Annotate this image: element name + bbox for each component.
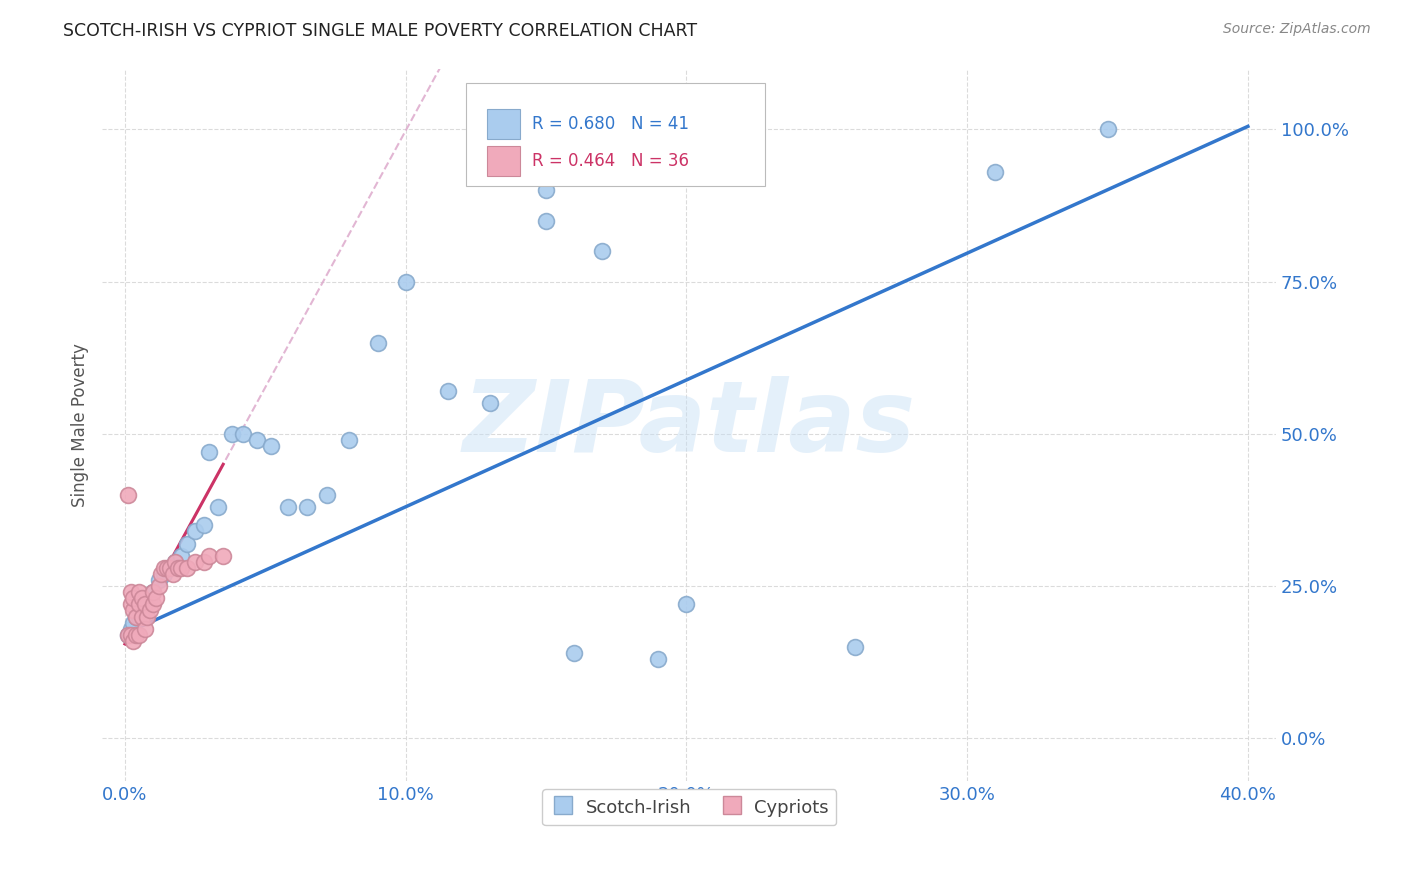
Point (125, 609, 148, 624)
Point (176, 561, 198, 575)
Point (142, 585, 165, 599)
FancyBboxPatch shape (488, 109, 520, 139)
Point (131, 609, 153, 624)
Point (156, 561, 179, 575)
Point (128, 598, 150, 612)
Point (159, 561, 181, 575)
Point (120, 628, 142, 642)
Point (198, 445, 221, 459)
Point (277, 500, 299, 514)
Point (297, 500, 319, 514)
Point (193, 555, 215, 569)
Point (232, 426, 254, 441)
Text: R = 0.680   N = 41: R = 0.680 N = 41 (531, 115, 689, 133)
Point (591, 244, 613, 259)
Point (120, 598, 142, 612)
Point (117, 628, 139, 642)
Point (122, 591, 145, 606)
Point (159, 561, 181, 575)
Point (131, 591, 153, 606)
Point (316, 488, 339, 502)
Point (207, 500, 229, 514)
Point (534, 213, 557, 227)
Point (165, 555, 187, 569)
Text: ZIPatlas: ZIPatlas (463, 376, 915, 474)
Point (647, 652, 669, 666)
Text: R = 0.464   N = 36: R = 0.464 N = 36 (531, 153, 689, 170)
Point (395, 275, 418, 289)
Point (212, 549, 235, 563)
Point (117, 628, 139, 642)
Point (145, 591, 167, 606)
Point (844, 640, 866, 654)
Point (165, 555, 187, 569)
Point (246, 433, 269, 447)
Point (120, 622, 142, 636)
Point (984, 165, 1007, 179)
Point (125, 628, 148, 642)
Point (534, 183, 557, 197)
Point (339, 433, 361, 447)
Legend: Scotch-Irish, Cypriots: Scotch-Irish, Cypriots (543, 789, 837, 825)
Point (221, 426, 243, 441)
Point (1097, 122, 1119, 136)
Point (193, 518, 215, 533)
Point (478, 396, 501, 410)
Point (117, 488, 139, 502)
Text: SCOTCH-IRISH VS CYPRIOT SINGLE MALE POVERTY CORRELATION CHART: SCOTCH-IRISH VS CYPRIOT SINGLE MALE POVE… (63, 22, 697, 40)
FancyBboxPatch shape (467, 83, 765, 186)
Point (150, 566, 173, 581)
Point (128, 628, 150, 642)
Point (122, 634, 145, 648)
Point (134, 598, 156, 612)
Point (131, 603, 153, 617)
Point (153, 566, 176, 581)
Point (153, 561, 176, 575)
Point (142, 598, 165, 612)
Point (167, 561, 190, 575)
Point (675, 598, 697, 612)
Point (139, 603, 162, 617)
Point (136, 598, 159, 612)
Point (148, 573, 170, 587)
Point (170, 561, 193, 575)
Point (128, 609, 150, 624)
Point (260, 439, 283, 453)
Point (170, 549, 193, 563)
Text: Source: ZipAtlas.com: Source: ZipAtlas.com (1223, 22, 1371, 37)
Point (128, 585, 150, 599)
Point (122, 603, 145, 617)
Point (198, 549, 221, 563)
Point (142, 585, 165, 599)
Point (367, 335, 389, 350)
Point (184, 555, 207, 569)
Point (134, 598, 156, 612)
Point (562, 646, 585, 660)
Point (139, 591, 162, 606)
Point (125, 609, 148, 624)
Point (120, 585, 142, 599)
Point (134, 622, 156, 636)
Point (176, 536, 198, 550)
Point (184, 524, 207, 539)
FancyBboxPatch shape (488, 146, 520, 176)
Point (436, 384, 458, 399)
Point (162, 566, 184, 581)
Point (136, 609, 159, 624)
Y-axis label: Single Male Poverty: Single Male Poverty (72, 343, 89, 507)
Point (122, 615, 145, 630)
Point (148, 579, 170, 593)
